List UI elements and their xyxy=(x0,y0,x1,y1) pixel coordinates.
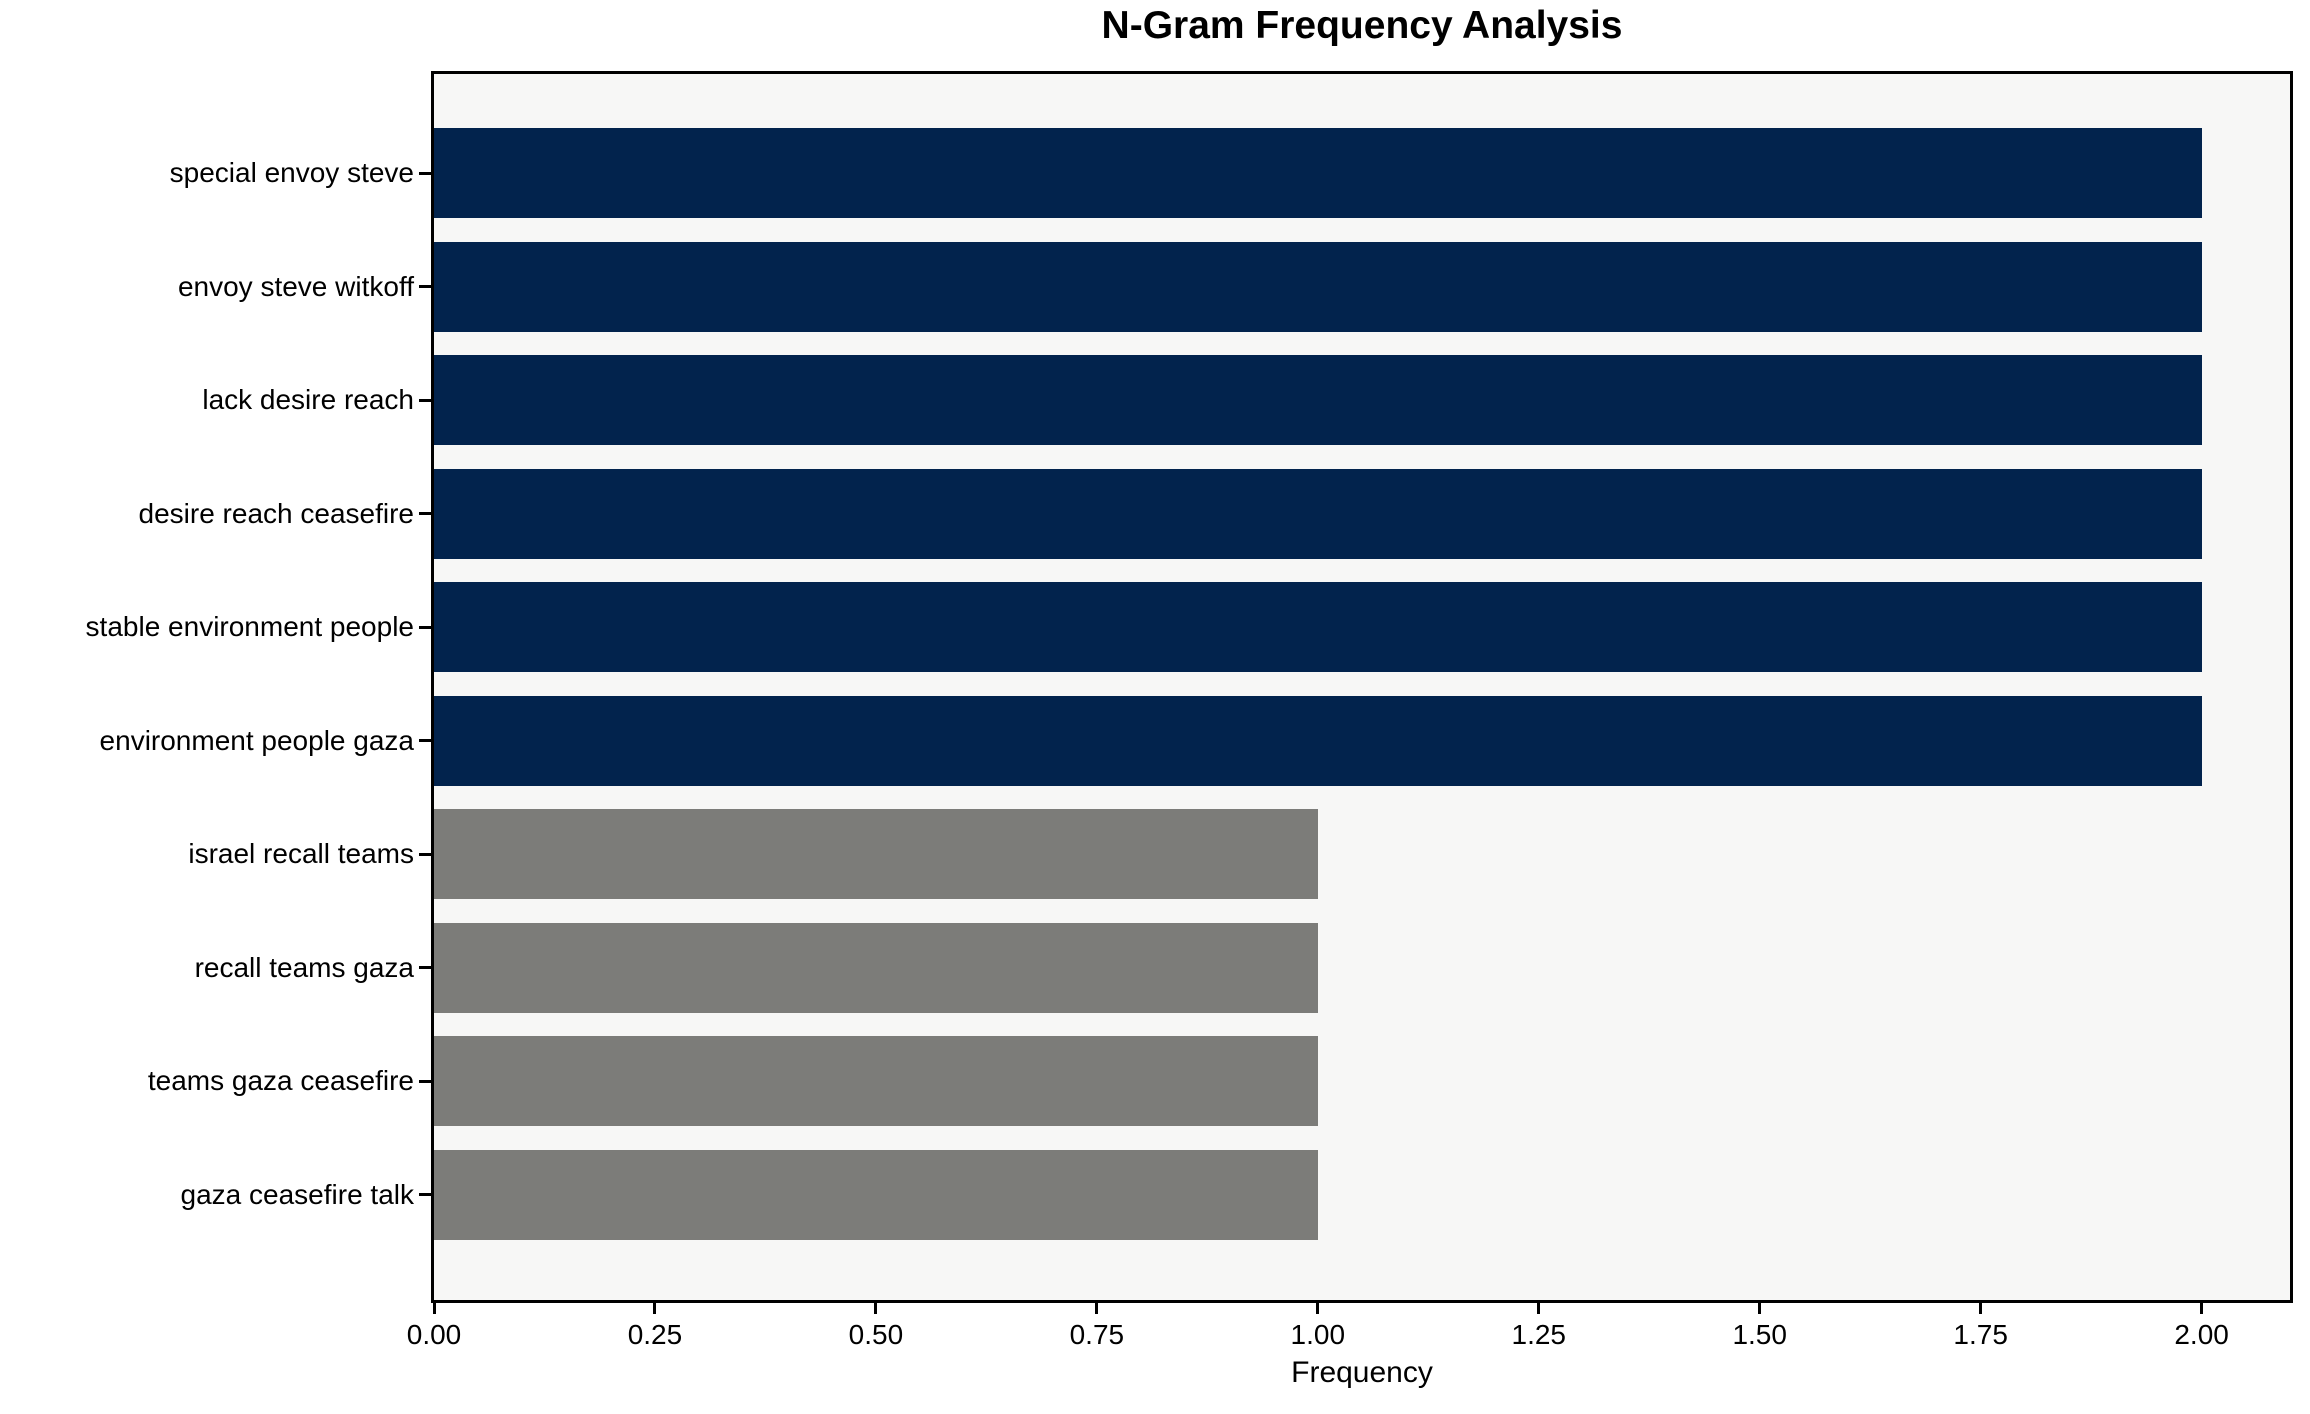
x-tick-label: 0.00 xyxy=(406,1319,462,1350)
x-tick-mark xyxy=(2200,1303,2204,1314)
y-tick-label: envoy steve witkoff xyxy=(177,270,414,302)
x-tick-mark xyxy=(1095,1303,1099,1314)
y-tick-mark xyxy=(419,398,431,402)
x-tick-label: 1.75 xyxy=(1953,1319,2008,1350)
x-tick-mark xyxy=(1758,1303,1762,1314)
x-tick-mark xyxy=(1537,1303,1541,1314)
x-tick-label: 0.25 xyxy=(627,1319,683,1350)
y-tick-mark xyxy=(419,1193,431,1196)
x-tick-label: 1.25 xyxy=(1511,1319,1567,1350)
x-tick-label: 2.00 xyxy=(2174,1319,2229,1350)
x-tick-mark xyxy=(1316,1303,1320,1314)
y-tick-mark xyxy=(419,739,431,742)
bar-special-envoy-steve xyxy=(434,128,2202,218)
bar-environment-people-gaza xyxy=(434,695,2202,786)
y-tick-mark xyxy=(419,171,431,175)
y-tick-mark xyxy=(419,966,431,969)
y-tick-mark xyxy=(419,285,431,288)
y-tick-mark xyxy=(419,512,431,515)
y-tick-label: gaza ceasefire talk xyxy=(180,1178,414,1210)
bar-desire-reach-ceasefire xyxy=(434,468,2202,559)
bar-israel-recall-teams xyxy=(434,809,1318,899)
y-tick-label: environment people gaza xyxy=(99,724,414,756)
x-tick-label: 1.00 xyxy=(1290,1319,1346,1350)
bar-recall-teams-gaza xyxy=(434,922,1318,1013)
y-tick-label: recall teams gaza xyxy=(194,951,414,983)
y-tick-mark xyxy=(419,1079,431,1083)
x-tick-label: 0.50 xyxy=(848,1319,904,1350)
x-tick-label: 0.75 xyxy=(1069,1319,1125,1350)
y-tick-label: special envoy steve xyxy=(169,157,414,188)
y-tick-label: stable environment people xyxy=(85,611,414,642)
y-tick-label: israel recall teams xyxy=(188,838,414,869)
bar-stable-environment-people xyxy=(434,582,2202,672)
y-tick-label: desire reach ceasefire xyxy=(138,497,414,529)
bar-teams-gaza-ceasefire xyxy=(434,1036,1318,1126)
y-tick-label: lack desire reach xyxy=(202,384,414,415)
x-tick-mark xyxy=(432,1303,436,1314)
bar-gaza-ceasefire-talk xyxy=(434,1149,1318,1240)
x-axis-label: Frequency xyxy=(1291,1356,1433,1389)
y-tick-mark xyxy=(419,625,431,629)
bar-envoy-steve-witkoff xyxy=(434,241,2202,332)
bar-lack-desire-reach xyxy=(434,355,2202,445)
y-tick-label: teams gaza ceasefire xyxy=(147,1065,414,1096)
y-tick-mark xyxy=(419,852,431,856)
x-tick-mark xyxy=(653,1303,657,1314)
plot-area xyxy=(431,71,2293,1303)
x-tick-mark xyxy=(874,1303,878,1314)
x-tick-label: 1.50 xyxy=(1732,1319,1787,1350)
chart-title: N-Gram Frequency Analysis xyxy=(1101,4,1623,47)
x-tick-mark xyxy=(1979,1303,1983,1314)
